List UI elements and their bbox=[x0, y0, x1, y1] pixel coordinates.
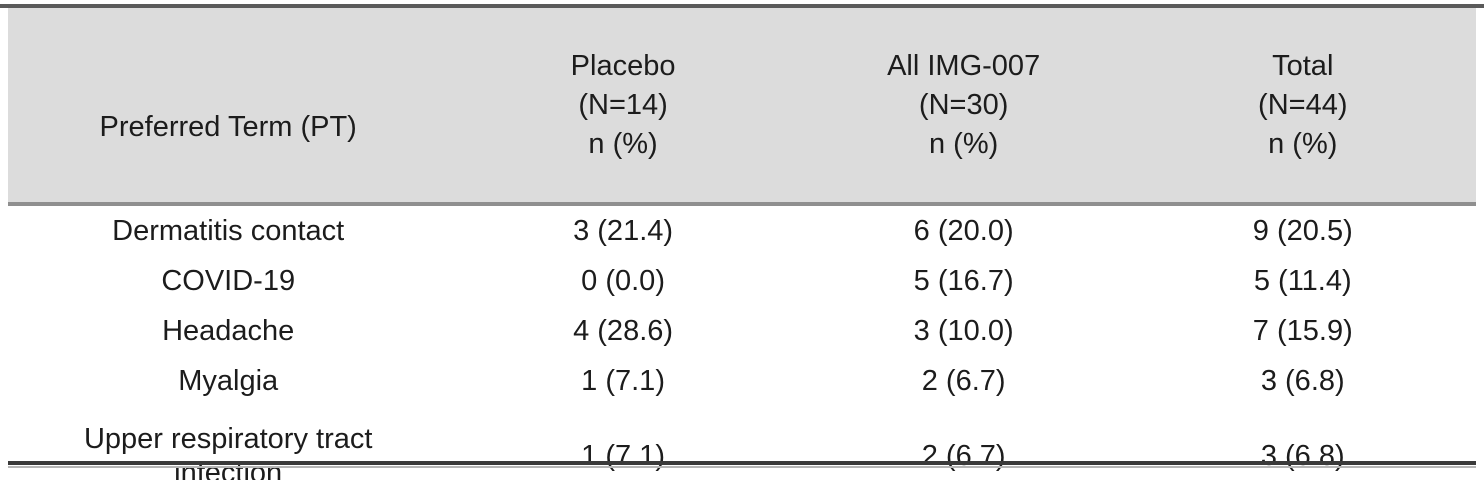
bottom-rule-dark bbox=[8, 461, 1476, 465]
group-metric: n (%) bbox=[1268, 127, 1338, 160]
cell-preferred-term: Upper respiratory tract infection bbox=[8, 406, 449, 480]
cell-all-img-007: 3 (10.0) bbox=[797, 306, 1130, 356]
cell-total: 3 (6.8) bbox=[1129, 406, 1476, 480]
cell-all-img-007: 5 (16.7) bbox=[797, 256, 1130, 306]
top-rule bbox=[0, 4, 1484, 8]
cell-all-img-007: 2 (6.7) bbox=[797, 406, 1130, 480]
cell-total: 5 (11.4) bbox=[1129, 256, 1476, 306]
cell-all-img-007: 6 (20.0) bbox=[797, 204, 1130, 256]
bottom-rule-light bbox=[8, 466, 1476, 468]
cell-placebo: 0 (0.0) bbox=[448, 256, 798, 306]
cell-placebo: 1 (7.1) bbox=[448, 406, 798, 480]
group-metric: n (%) bbox=[929, 127, 999, 160]
group-title: Placebo bbox=[570, 49, 676, 82]
table-row: Dermatitis contact 3 (21.4) 6 (20.0) 9 (… bbox=[8, 204, 1476, 256]
table-row: Upper respiratory tract infection 1 (7.1… bbox=[8, 406, 1476, 480]
group-title: Total bbox=[1272, 49, 1334, 82]
col-header-preferred-term: Preferred Term (PT) bbox=[8, 8, 449, 206]
col-header-total: Total (N=44) n (%) bbox=[1129, 8, 1476, 206]
cell-total: 9 (20.5) bbox=[1129, 204, 1476, 256]
group-n: (N=14) bbox=[578, 88, 668, 121]
preferred-term-text: Upper respiratory tract infection bbox=[83, 422, 373, 480]
group-metric: n (%) bbox=[588, 127, 658, 160]
cell-placebo: 4 (28.6) bbox=[448, 306, 798, 356]
cell-total: 3 (6.8) bbox=[1129, 356, 1476, 406]
preferred-term-label: Preferred Term (PT) bbox=[99, 110, 357, 143]
col-header-placebo: Placebo (N=14) n (%) bbox=[448, 8, 798, 206]
group-n: (N=30) bbox=[918, 88, 1009, 121]
group-n: (N=44) bbox=[1258, 88, 1348, 121]
table-row: Headache 4 (28.6) 3 (10.0) 7 (15.9) bbox=[8, 306, 1476, 356]
cell-all-img-007: 2 (6.7) bbox=[797, 356, 1130, 406]
cell-preferred-term: Dermatitis contact bbox=[8, 204, 449, 256]
table-row: Myalgia 1 (7.1) 2 (6.7) 3 (6.8) bbox=[8, 356, 1476, 406]
cell-placebo: 1 (7.1) bbox=[448, 356, 798, 406]
cell-total: 7 (15.9) bbox=[1129, 306, 1476, 356]
col-header-all-img-007: All IMG-007 (N=30) n (%) bbox=[797, 8, 1130, 206]
cell-preferred-term: Headache bbox=[8, 306, 449, 356]
cell-preferred-term: COVID-19 bbox=[8, 256, 449, 306]
cell-placebo: 3 (21.4) bbox=[448, 204, 798, 256]
group-title: All IMG-007 bbox=[887, 49, 1041, 82]
adverse-events-table: Preferred Term (PT) Placebo (N=14) n (%)… bbox=[8, 8, 1476, 480]
table-row: COVID-19 0 (0.0) 5 (16.7) 5 (11.4) bbox=[8, 256, 1476, 306]
header-row: Preferred Term (PT) Placebo (N=14) n (%)… bbox=[8, 8, 1476, 206]
cell-preferred-term: Myalgia bbox=[8, 356, 449, 406]
